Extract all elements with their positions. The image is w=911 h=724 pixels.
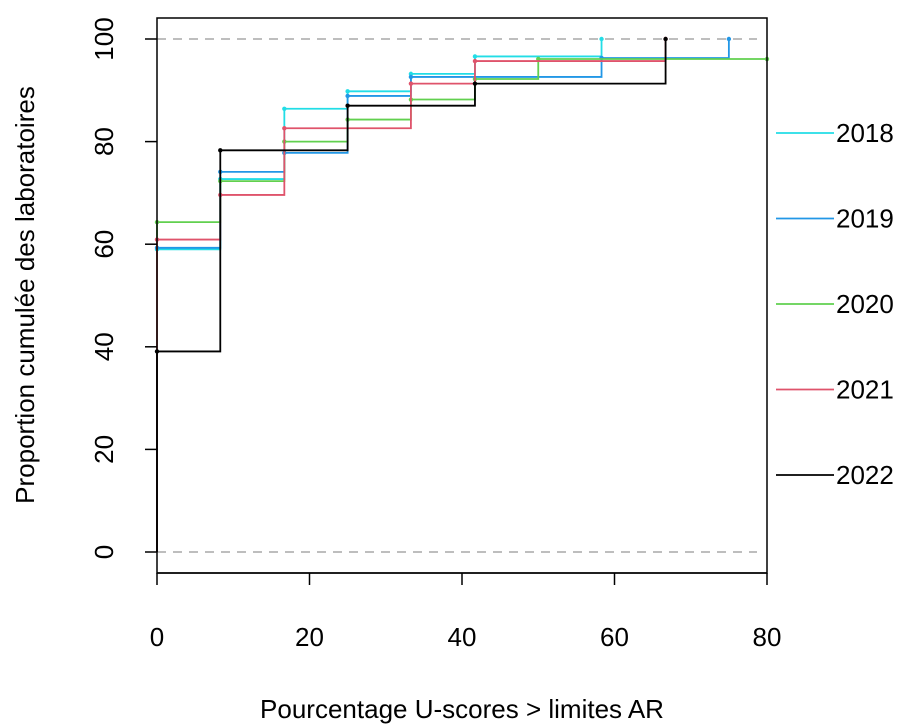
- plot-series: [154, 36, 770, 552]
- y-tick-label: 60: [89, 230, 119, 259]
- series-point-2018: [345, 89, 350, 94]
- x-axis: 0 20 40 60 80: [150, 572, 782, 652]
- series-line-2019: [156, 39, 730, 552]
- series-point-2022: [345, 103, 350, 108]
- reference-lines: [157, 38, 757, 553]
- series-line-2021: [156, 39, 667, 552]
- x-tick-label: 60: [600, 622, 629, 652]
- y-tick-label: 80: [89, 127, 119, 156]
- series-point-2021: [282, 126, 287, 131]
- y-tick-label: 100: [89, 17, 119, 60]
- legend-label-2019: 2019: [836, 204, 894, 234]
- legend-label-2020: 2020: [836, 289, 894, 319]
- series-point-2020: [536, 56, 541, 62]
- y-tick-label: 40: [89, 332, 119, 361]
- series-point-2019: [345, 93, 350, 99]
- series-point-2022: [663, 36, 668, 42]
- y-axis-label: Proportion cumulée des laboratoires: [10, 86, 40, 504]
- legend-label-2022: 2022: [836, 460, 894, 490]
- x-tick-label: 20: [295, 622, 324, 652]
- series-line-2018: [156, 39, 603, 552]
- series-point-2022: [472, 81, 478, 86]
- series-point-2019: [408, 74, 414, 80]
- legend: 2018 2019 2020 2021 2022: [776, 118, 894, 490]
- series-point-2018: [282, 106, 287, 111]
- series-2018: [154, 36, 604, 552]
- x-tick-label: 80: [753, 622, 782, 652]
- x-tick-label: 0: [150, 622, 164, 652]
- y-tick-label: 0: [89, 545, 119, 559]
- y-tick-label: 20: [89, 435, 119, 464]
- series-line-2020: [156, 58, 767, 552]
- series-point-2018: [472, 54, 478, 59]
- series-point-2022: [218, 148, 223, 153]
- legend-label-2018: 2018: [836, 118, 894, 148]
- series-point-2021: [408, 81, 414, 86]
- series-2020: [154, 56, 770, 552]
- series-line-2022: [156, 39, 667, 552]
- x-axis-label: Pourcentage U-scores > limites AR: [260, 694, 664, 724]
- series-point-2018: [599, 36, 604, 42]
- series-2019: [154, 36, 732, 552]
- series-point-2019: [726, 36, 732, 42]
- legend-label-2021: 2021: [836, 375, 894, 405]
- series-point-2021: [472, 58, 478, 64]
- series-2021: [154, 36, 668, 552]
- x-tick-label: 40: [448, 622, 477, 652]
- y-axis: 0 20 40 60 80 100: [89, 17, 157, 559]
- series-point-2018: [408, 71, 414, 77]
- plot-frame: [156, 17, 768, 574]
